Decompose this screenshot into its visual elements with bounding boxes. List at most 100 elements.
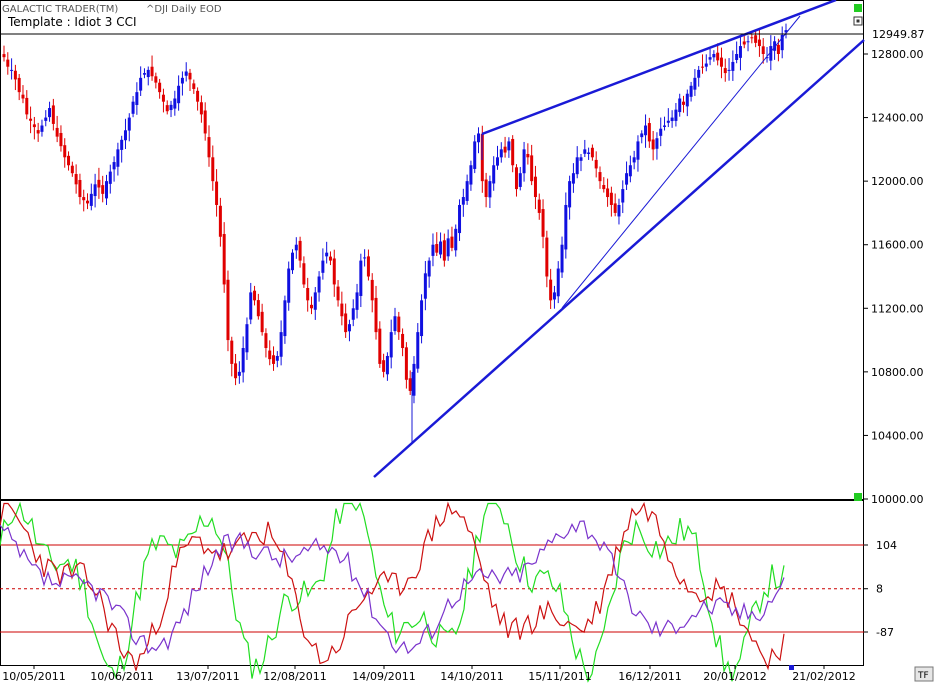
- scroll-marker-icon[interactable]: [789, 665, 794, 670]
- candle: [249, 282, 253, 325]
- candle: [644, 114, 648, 148]
- candle: [86, 193, 90, 210]
- price-ytick-label: 10400.00: [871, 429, 924, 442]
- price-ytick-label: 12000.00: [871, 175, 924, 188]
- candle: [541, 199, 545, 249]
- candle: [773, 36, 777, 60]
- price-ytick-label: 12400.00: [871, 112, 924, 125]
- candle: [237, 361, 241, 384]
- candle: [693, 69, 697, 96]
- candle: [355, 283, 359, 319]
- candle: [283, 295, 287, 344]
- candle: [401, 328, 405, 357]
- candle: [769, 35, 773, 71]
- tf-badge[interactable]: [914, 666, 934, 682]
- candle: [108, 164, 112, 194]
- candle: [495, 145, 499, 170]
- candle: [647, 117, 651, 148]
- candle: [325, 241, 329, 264]
- candle: [385, 352, 389, 381]
- candle: [579, 154, 583, 172]
- candle: [180, 71, 184, 96]
- candle: [507, 137, 511, 158]
- candle: [666, 108, 670, 128]
- candle: [700, 54, 704, 74]
- candle: [556, 261, 560, 304]
- candle: [389, 319, 393, 369]
- candle: [127, 113, 131, 142]
- price-panel-marker[interactable]: [854, 4, 862, 12]
- cci-panel-marker[interactable]: [854, 493, 862, 501]
- cci-ytick-label: 104: [876, 539, 897, 552]
- candle: [154, 72, 158, 89]
- candle: [731, 50, 735, 81]
- candle: [560, 236, 564, 278]
- panel-toggle-dot-icon: [856, 19, 860, 23]
- candle: [199, 95, 203, 123]
- candle: [264, 328, 268, 358]
- xtick-label: 13/07/2011: [176, 670, 239, 683]
- cci-ytick-label: -87: [876, 626, 894, 639]
- candle: [344, 303, 348, 338]
- candle: [404, 342, 408, 389]
- candle: [218, 197, 222, 247]
- candle: [196, 87, 200, 111]
- candles: [2, 23, 788, 404]
- candle: [97, 167, 101, 199]
- candle: [469, 160, 473, 191]
- candle: [473, 135, 477, 174]
- symbol-label: ^DJI Daily EOD: [146, 4, 222, 15]
- trendlines: [373, 0, 865, 478]
- candle: [328, 251, 332, 266]
- candle: [552, 285, 556, 309]
- price-ytick-label: 10800.00: [871, 366, 924, 379]
- candle: [336, 280, 340, 307]
- candle: [439, 232, 443, 259]
- candle: [165, 100, 169, 115]
- candle: [275, 351, 279, 368]
- candle: [393, 307, 397, 335]
- candle: [268, 340, 272, 366]
- candle: [51, 98, 55, 131]
- candle: [25, 90, 29, 120]
- candle: [93, 173, 97, 208]
- candle: [461, 188, 465, 217]
- candle: [575, 146, 579, 179]
- candle: [663, 116, 667, 131]
- candle: [203, 102, 207, 141]
- candle: [17, 74, 21, 101]
- candle: [78, 173, 82, 205]
- xtick-label: 16/12/2011: [618, 670, 681, 683]
- candle: [317, 271, 321, 302]
- candle: [363, 249, 367, 267]
- candle: [366, 249, 370, 281]
- candle: [488, 175, 492, 208]
- candle: [306, 277, 310, 312]
- candle: [298, 236, 302, 268]
- candle: [169, 100, 173, 118]
- cci-line-purple: [0, 520, 785, 655]
- candle: [291, 249, 295, 274]
- candle: [606, 178, 610, 207]
- candle: [651, 130, 655, 161]
- xtick-label: 14/09/2011: [352, 670, 415, 683]
- candle: [568, 175, 572, 220]
- candle: [712, 50, 716, 62]
- tf-badge-label: TF: [917, 671, 929, 681]
- x-axis: 10/05/2011 10/06/2011 13/07/2011 12/08/2011…: [2, 665, 856, 683]
- template-label: Template : Idiot 3 CCI: [7, 15, 137, 29]
- candle: [640, 130, 644, 144]
- candle: [32, 116, 36, 140]
- candle: [549, 268, 553, 309]
- candle: [446, 229, 450, 261]
- candle: [784, 23, 788, 39]
- candle: [13, 64, 17, 91]
- candle: [613, 193, 617, 217]
- candle: [70, 161, 74, 177]
- candle: [347, 319, 351, 342]
- trendline: [373, 39, 865, 478]
- candle: [738, 36, 742, 71]
- candle: [6, 52, 10, 75]
